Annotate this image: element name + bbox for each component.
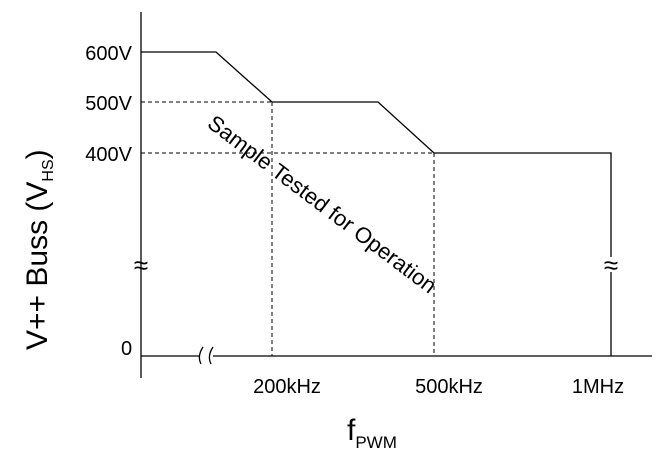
x-tick-label-500khz: 500kHz: [415, 376, 483, 398]
x-axis-title: fPWM: [347, 414, 397, 452]
annotation-sample-tested: Sample Tested for Operation: [203, 110, 441, 298]
x-tick-label-1mhz: 1MHz: [572, 376, 624, 398]
y-axis-break-symbol: ≈: [134, 250, 148, 280]
y-tick-label-0: 0: [121, 338, 132, 360]
series-line-upper: [141, 51, 612, 257]
x-axis-title-main: f: [347, 414, 356, 447]
y-tick-label-400v: 400V: [85, 144, 132, 166]
y-axis-title-sub: HS: [40, 159, 57, 181]
x-axis-break-mark: [198, 346, 214, 365]
y-tick-label-600v: 600V: [85, 43, 132, 65]
y-axis-title: V++ Buss (VHS): [21, 149, 57, 350]
y-axis-title-close: ): [21, 149, 54, 159]
x-tick-label-200khz: 200kHz: [253, 376, 321, 398]
y-axis-title-main: V++ Buss (V: [21, 182, 54, 350]
right-line-break-symbol: ≈: [604, 250, 618, 280]
x-axis-title-sub: PWM: [355, 433, 397, 452]
y-tick-label-500v: 500V: [85, 93, 132, 115]
